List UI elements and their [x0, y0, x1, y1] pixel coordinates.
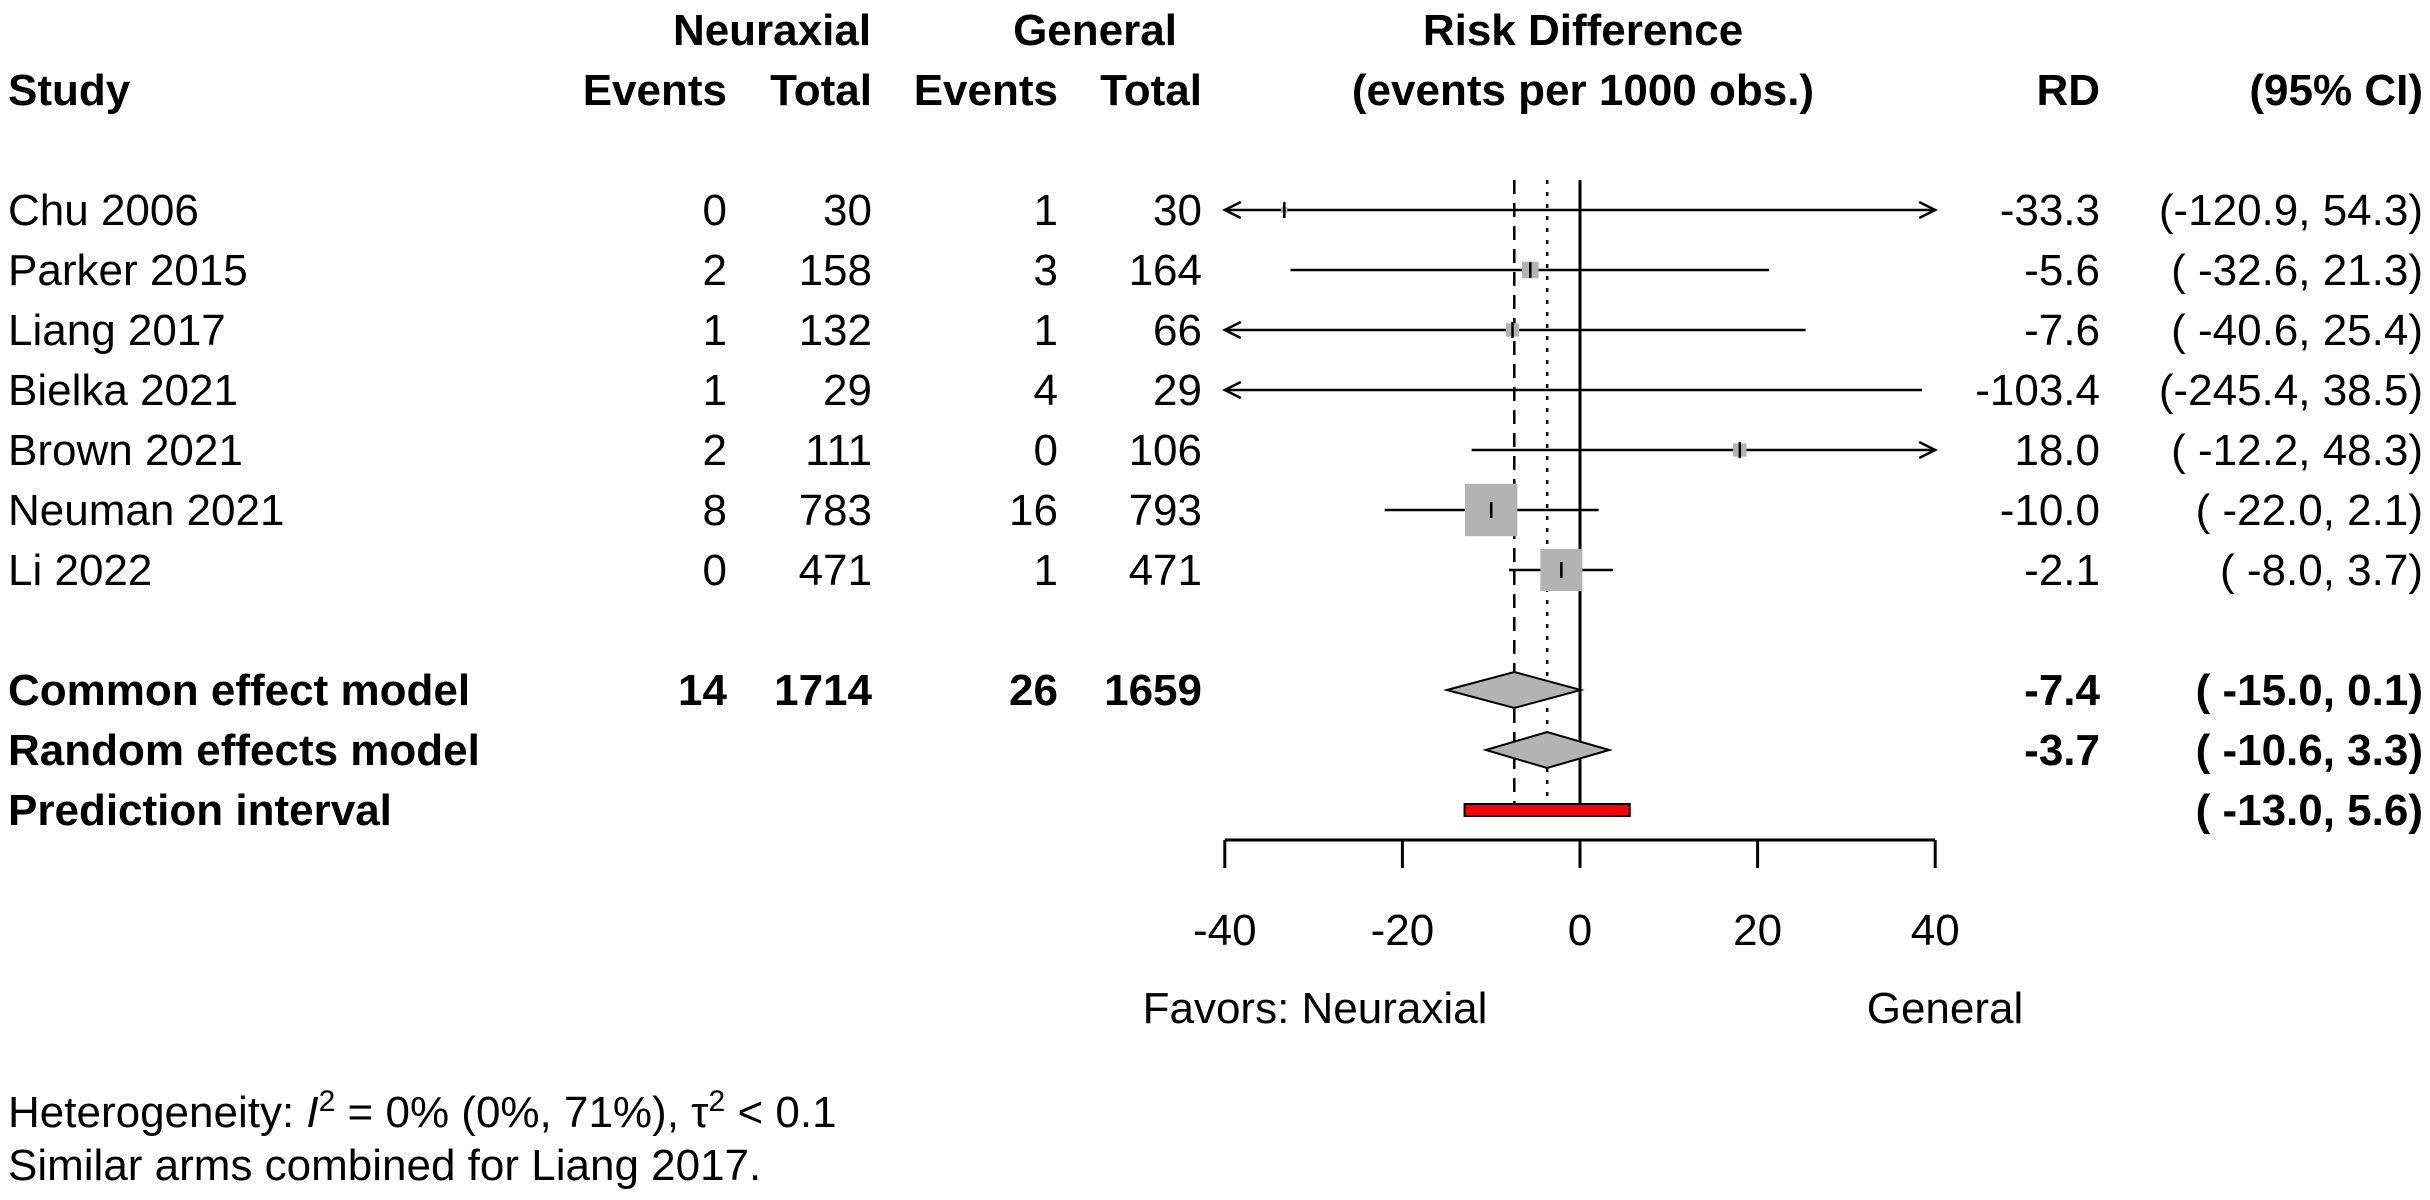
- study-rd: -10.0: [2000, 486, 2100, 535]
- tau-superscript: 2: [709, 1085, 726, 1118]
- header-events-2: Events: [914, 66, 1058, 115]
- total-neuraxial: 29: [823, 366, 872, 415]
- total-neuraxial: 783: [799, 486, 872, 535]
- events-neuraxial: 2: [703, 426, 727, 475]
- events-neuraxial: 1: [703, 306, 727, 355]
- header-total-2: Total: [1100, 66, 1202, 115]
- total-neuraxial: 132: [799, 306, 872, 355]
- ci-arrow-left: [1222, 200, 1242, 220]
- x-tick-label: 0: [1568, 906, 1592, 955]
- study-label: Bielka 2021: [8, 366, 238, 415]
- header-total-1: Total: [770, 66, 872, 115]
- total-neuraxial: 471: [799, 546, 872, 595]
- ci-arrow-right: [1918, 440, 1938, 460]
- events-general: 16: [1009, 486, 1058, 535]
- i2-value: = 0% (0%, 71%),: [335, 1088, 691, 1137]
- events-neuraxial: 1: [703, 366, 727, 415]
- study-rd: -33.3: [2000, 186, 2100, 235]
- x-tick-label: 20: [1733, 906, 1782, 955]
- study-label: Li 2022: [8, 546, 152, 595]
- common-total-general: 1659: [1104, 666, 1202, 715]
- study-label: Liang 2017: [8, 306, 226, 355]
- tau-symbol: τ: [691, 1088, 709, 1137]
- favors-right-label: General: [1867, 984, 2024, 1033]
- study-ci: (-120.9, 54.3): [2159, 186, 2423, 235]
- heterogeneity-prefix: Heterogeneity:: [8, 1088, 306, 1137]
- events-neuraxial: 8: [703, 486, 727, 535]
- prediction-label: Prediction interval: [8, 786, 392, 835]
- total-general: 471: [1129, 546, 1202, 595]
- study-ci: ( -22.0, 2.1): [2196, 486, 2423, 535]
- prediction-ci: ( -13.0, 5.6): [2196, 786, 2423, 835]
- i2-symbol: I: [306, 1088, 318, 1137]
- total-neuraxial: 30: [823, 186, 872, 235]
- ci-arrow-right: [1918, 200, 1938, 220]
- prediction-bar: [1463, 803, 1631, 817]
- events-general: 1: [1034, 306, 1058, 355]
- events-general: 1: [1034, 546, 1058, 595]
- study-label: Chu 2006: [8, 186, 199, 235]
- common-rd: -7.4: [2024, 666, 2100, 715]
- random-rd: -3.7: [2024, 726, 2100, 775]
- header-effect-title: Risk Difference: [1423, 6, 1743, 55]
- total-general: 29: [1153, 366, 1202, 415]
- header-ci: (95% CI): [2249, 66, 2423, 115]
- random-ci: ( -10.6, 3.3): [2196, 726, 2423, 775]
- study-ci: ( -12.2, 48.3): [2171, 426, 2423, 475]
- events-general: 3: [1034, 246, 1058, 295]
- total-neuraxial: 158: [799, 246, 872, 295]
- random-diamond: [1482, 730, 1613, 770]
- study-label: Neuman 2021: [8, 486, 284, 535]
- total-general: 793: [1129, 486, 1202, 535]
- events-neuraxial: 2: [703, 246, 727, 295]
- study-label: Parker 2015: [8, 246, 248, 295]
- events-general: 4: [1034, 366, 1058, 415]
- i2-superscript: 2: [319, 1085, 336, 1118]
- common-events-neuraxial: 14: [678, 666, 727, 715]
- common-diamond: [1442, 670, 1585, 710]
- total-general: 106: [1129, 426, 1202, 475]
- x-tick-label: 40: [1911, 906, 1960, 955]
- study-rd: -7.6: [2024, 306, 2100, 355]
- study-ci: ( -40.6, 25.4): [2171, 306, 2423, 355]
- common-ci: ( -15.0, 0.1): [2196, 666, 2423, 715]
- total-general: 66: [1153, 306, 1202, 355]
- events-general: 1: [1034, 186, 1058, 235]
- events-general: 0: [1034, 426, 1058, 475]
- study-label: Brown 2021: [8, 426, 243, 475]
- header-group1: Neuraxial: [673, 6, 871, 55]
- header-rd: RD: [2036, 66, 2100, 115]
- total-general: 164: [1129, 246, 1202, 295]
- plot-area: -40 -20 0 20 40: [1193, 180, 1960, 955]
- x-tick-label: -40: [1193, 906, 1257, 955]
- ci-arrow-left: [1222, 380, 1242, 400]
- header-study: Study: [8, 66, 131, 115]
- total-neuraxial: 111: [805, 426, 872, 475]
- ci-arrow-left: [1222, 320, 1242, 340]
- study-rd: -2.1: [2024, 546, 2100, 595]
- common-total-neuraxial: 1714: [774, 666, 872, 715]
- header-events-1: Events: [583, 66, 727, 115]
- footnote: Similar arms combined for Liang 2017.: [8, 1141, 761, 1190]
- favors-left-label: Favors: Neuraxial: [1143, 984, 1488, 1033]
- x-tick-label: -20: [1371, 906, 1435, 955]
- header-group2: General: [1013, 6, 1177, 55]
- heterogeneity-text: Heterogeneity: I2 = 0% (0%, 71%), τ2 < 0…: [8, 1085, 837, 1137]
- common-label: Common effect model: [8, 666, 470, 715]
- study-rd: -103.4: [1975, 366, 2100, 415]
- study-rd: -5.6: [2024, 246, 2100, 295]
- common-events-general: 26: [1009, 666, 1058, 715]
- total-general: 30: [1153, 186, 1202, 235]
- study-ci: (-245.4, 38.5): [2159, 366, 2423, 415]
- events-neuraxial: 0: [703, 186, 727, 235]
- study-rd: 18.0: [2014, 426, 2100, 475]
- study-ci: ( -32.6, 21.3): [2171, 246, 2423, 295]
- header-effect-subtitle: (events per 1000 obs.): [1352, 66, 1814, 115]
- random-label: Random effects model: [8, 726, 480, 775]
- study-rows: Chu 2006 0 30 1 30 -33.3 (-120.9, 54.3)Parker …: [8, 186, 2423, 835]
- events-neuraxial: 0: [703, 546, 727, 595]
- tau-value: < 0.1: [725, 1088, 836, 1137]
- study-ci: ( -8.0, 3.7): [2220, 546, 2423, 595]
